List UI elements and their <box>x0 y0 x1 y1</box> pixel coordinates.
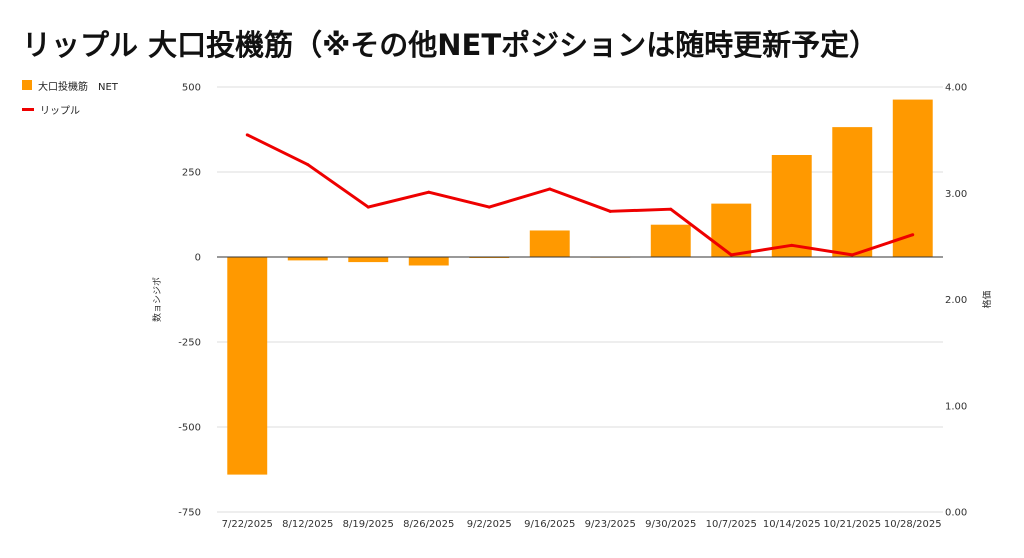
bar <box>832 127 873 258</box>
legend-line-label: リップル <box>40 105 80 117</box>
bar <box>650 224 691 257</box>
bar <box>711 203 752 257</box>
x-tick-label: 8/26/2025 <box>403 519 454 530</box>
bar <box>348 257 389 263</box>
y-right-tick-label: 1.00 <box>945 401 967 412</box>
y-left-tick-label: 500 <box>182 83 201 94</box>
legend-bar-label: 大口投機筋 NET <box>38 81 118 93</box>
price-point <box>548 187 552 191</box>
x-tick-label: 10/14/2025 <box>763 519 821 530</box>
legend-item-bar: 大口投機筋 NET <box>22 78 118 93</box>
y-right-axis-title: 格価 <box>981 290 993 308</box>
price-point <box>245 133 249 137</box>
price-point <box>608 209 612 213</box>
price-point <box>911 233 915 237</box>
bar <box>408 257 449 266</box>
x-tick-label: 10/21/2025 <box>823 519 881 530</box>
bar <box>892 99 933 257</box>
bar <box>771 155 812 257</box>
y-right-tick-label: 0.00 <box>945 508 967 519</box>
y-left-tick-label: -250 <box>178 338 201 349</box>
bar <box>227 257 268 475</box>
price-point <box>790 243 794 247</box>
price-point <box>366 205 370 209</box>
legend-line-swatch-icon <box>22 107 34 111</box>
legend-bar-swatch-icon <box>22 80 32 90</box>
price-point <box>306 163 310 167</box>
price-point <box>487 205 491 209</box>
page-title: リップル 大口投機筋（※その他NETポジションは随時更新予定） <box>22 28 879 62</box>
y-left-tick-label: -750 <box>178 508 201 519</box>
y-right-tick-label: 2.00 <box>945 295 967 306</box>
price-line <box>246 133 914 257</box>
price-point <box>850 253 854 257</box>
y-left-tick-label: -500 <box>178 423 201 434</box>
x-tick-label: 9/23/2025 <box>585 519 636 530</box>
y-right-tick-label: 3.00 <box>945 189 967 200</box>
x-tick-label: 9/30/2025 <box>645 519 696 530</box>
y-right-tick-label: 4.00 <box>945 83 967 94</box>
bar <box>529 230 570 257</box>
x-tick-label: 9/2/2025 <box>467 519 512 530</box>
x-tick-label: 9/16/2025 <box>524 519 575 530</box>
y-left-tick-label: 250 <box>182 168 201 179</box>
price-point <box>729 253 733 257</box>
chart-legend: 大口投機筋 NET リップル <box>22 78 118 126</box>
x-tick-label: 10/7/2025 <box>706 519 757 530</box>
legend-item-line: リップル <box>22 102 118 117</box>
x-tick-label: 7/22/2025 <box>222 519 273 530</box>
x-tick-label: 8/12/2025 <box>282 519 333 530</box>
y-left-tick-label: 0 <box>195 253 201 264</box>
bar <box>469 257 510 259</box>
price-point <box>427 190 431 194</box>
x-tick-label: 10/28/2025 <box>884 519 942 530</box>
y-left-axis-title: 数ョシジポ <box>151 277 163 322</box>
price-point <box>669 207 673 211</box>
x-tick-label: 8/19/2025 <box>343 519 394 530</box>
bar <box>287 257 328 261</box>
